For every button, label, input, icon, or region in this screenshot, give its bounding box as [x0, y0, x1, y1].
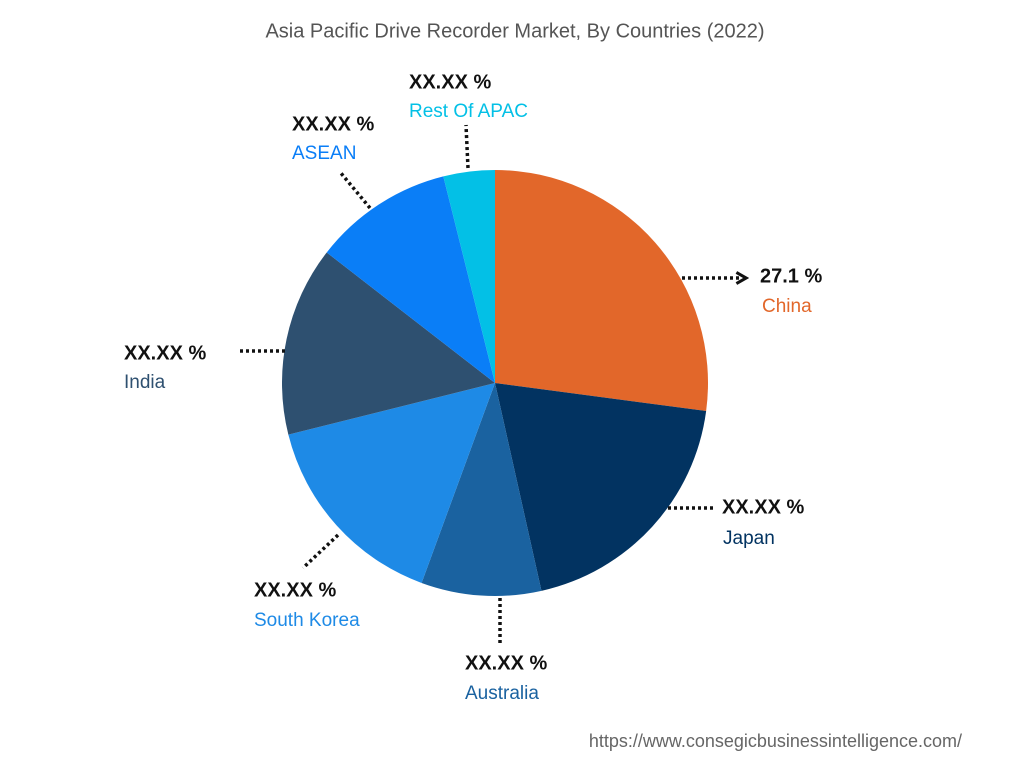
value-label: XX.XX % — [465, 652, 547, 674]
pie-slice — [326, 176, 495, 383]
source-url: https://www.consegicbusinessintelligence… — [589, 731, 962, 751]
value-label: XX.XX % — [254, 579, 336, 601]
category-label: Australia — [465, 683, 539, 704]
value-label: XX.XX % — [124, 342, 206, 364]
chart-title: Asia Pacific Drive Recorder Market, By C… — [265, 20, 764, 42]
value-label: XX.XX % — [292, 113, 374, 135]
value-label: XX.XX % — [722, 496, 804, 518]
pie-slice — [288, 383, 495, 583]
pie-slice — [421, 383, 542, 597]
pie-slice — [443, 170, 495, 383]
category-label: Japan — [723, 528, 775, 549]
value-label: XX.XX % — [409, 71, 491, 93]
pie-slice — [282, 252, 495, 435]
leader-line — [464, 124, 470, 169]
leader-line — [338, 170, 372, 210]
leader-line — [301, 533, 340, 570]
pie-slice — [495, 170, 708, 412]
category-label: South Korea — [254, 610, 360, 631]
pie-slice — [495, 383, 707, 591]
value-label: 27.1 % — [760, 265, 822, 287]
category-label: Rest Of APAC — [409, 101, 528, 122]
category-label: India — [124, 372, 166, 393]
category-label: ASEAN — [292, 143, 356, 164]
category-label: China — [762, 296, 812, 317]
